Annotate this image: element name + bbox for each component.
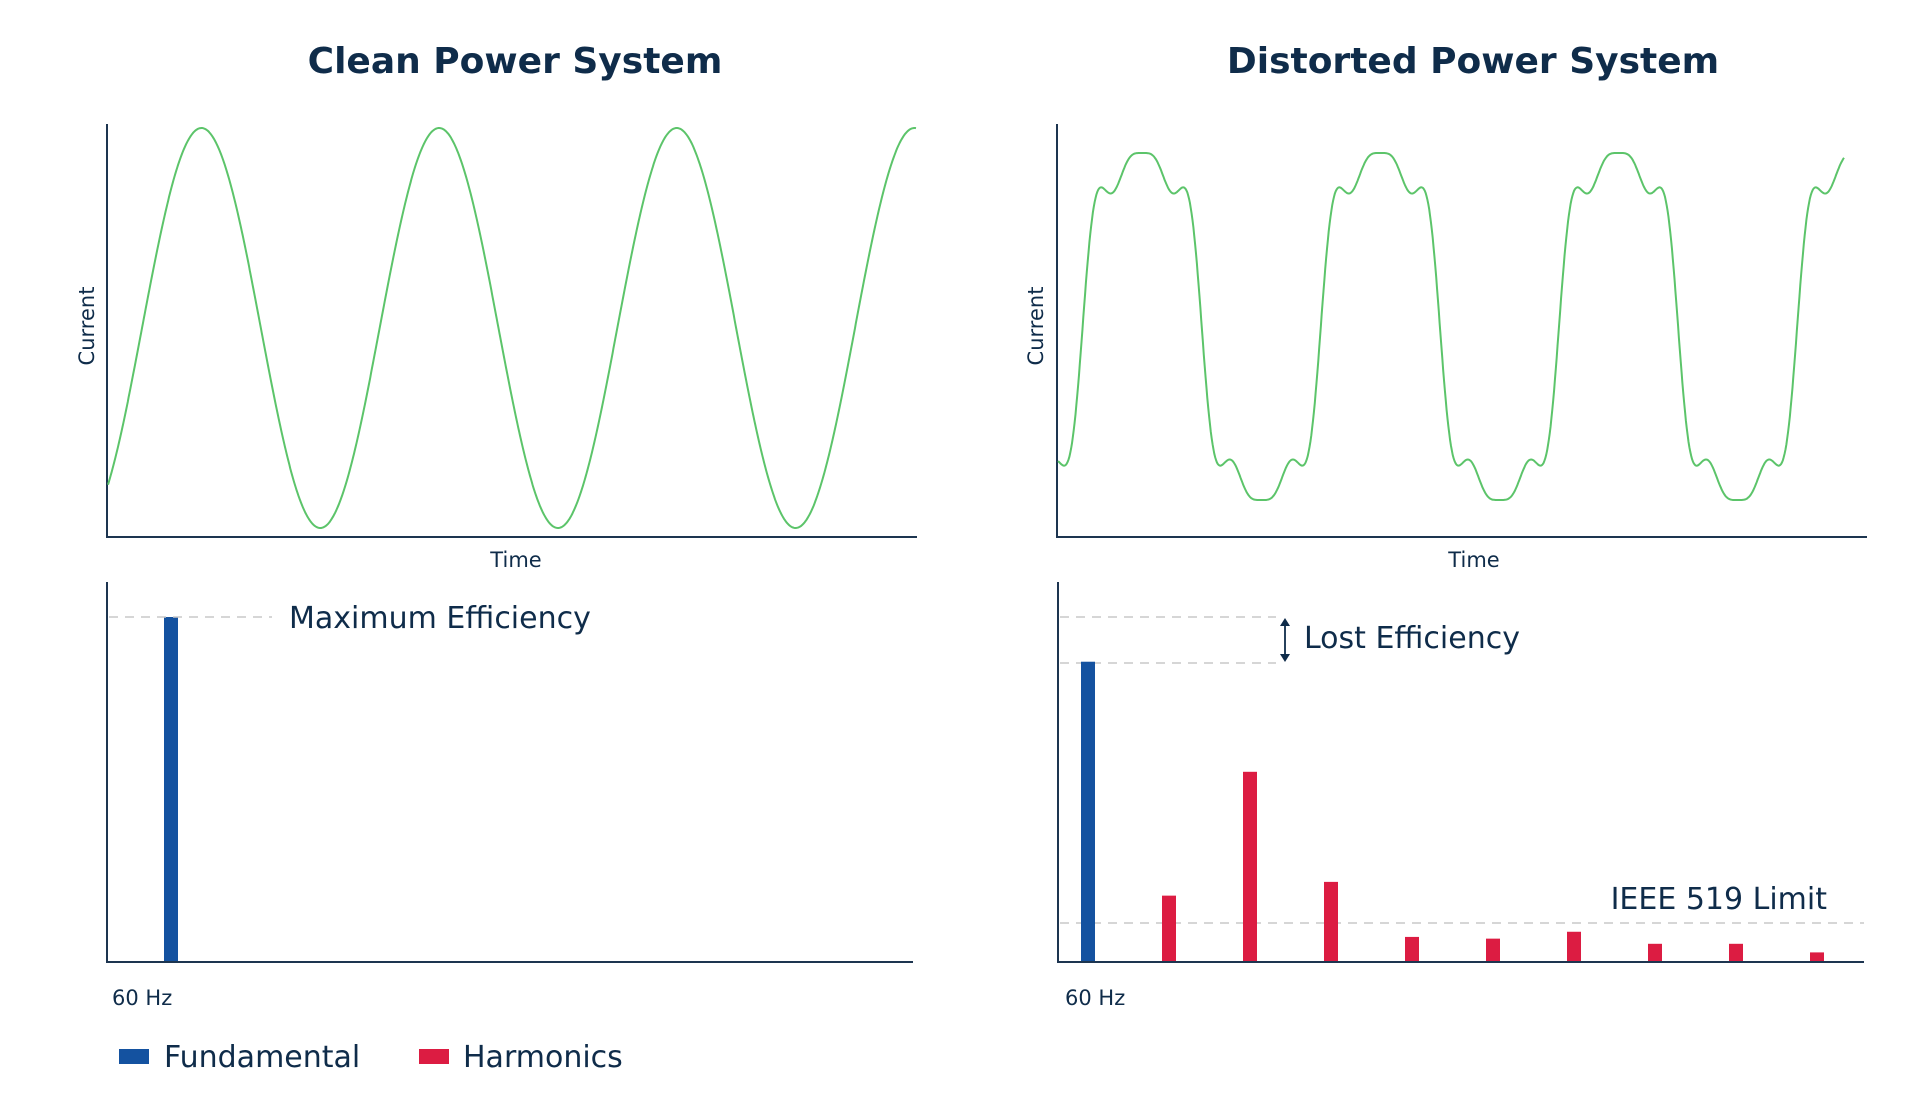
clean-wave-xlabel: Time bbox=[489, 548, 541, 572]
bar-harmonic-8 bbox=[1729, 943, 1743, 961]
legend-label-fundamental: Fundamental bbox=[164, 1040, 360, 1075]
clean-spectrum-bars bbox=[164, 617, 178, 961]
lost-efficiency-arrow bbox=[1280, 618, 1290, 662]
legend-swatch-fundamental bbox=[119, 1049, 149, 1064]
max-efficiency-label: Maximum Efficiency bbox=[289, 601, 591, 636]
distorted-waveform-chart: Current Time bbox=[1024, 124, 1867, 572]
distorted-spectrum-bars bbox=[1081, 661, 1824, 961]
bar-harmonic-5 bbox=[1486, 938, 1500, 961]
legend: Fundamental Harmonics bbox=[119, 1040, 623, 1075]
distorted-wave-xlabel: Time bbox=[1447, 548, 1499, 572]
bar-fundamental bbox=[1081, 661, 1095, 961]
bar-harmonic-6 bbox=[1567, 931, 1581, 961]
distorted-spectrum-chart: Lost Efficiency IEEE 519 Limit 60 Hz bbox=[1057, 582, 1864, 1010]
bar-harmonic-4 bbox=[1405, 936, 1419, 961]
lost-efficiency-label: Lost Efficiency bbox=[1304, 621, 1520, 656]
ieee-519-limit-label: IEEE 519 Limit bbox=[1611, 882, 1828, 917]
distorted-spec-xlabel: 60 Hz bbox=[1065, 986, 1125, 1010]
legend-swatch-harmonics bbox=[419, 1049, 449, 1064]
clean-waveform-chart: Current Time bbox=[75, 124, 917, 572]
bar-fundamental bbox=[164, 617, 178, 961]
distorted-waveform-line bbox=[1057, 152, 1845, 501]
distorted-wave-ylabel: Current bbox=[1024, 287, 1048, 366]
clean-waveform-line bbox=[107, 127, 917, 529]
clean-spectrum-chart: Maximum Efficiency 60 Hz bbox=[106, 582, 913, 1010]
bar-harmonic-2 bbox=[1243, 771, 1257, 961]
bar-harmonic-9 bbox=[1810, 952, 1824, 961]
legend-label-harmonics: Harmonics bbox=[463, 1040, 623, 1075]
distorted-title: Distorted Power System bbox=[1227, 41, 1719, 82]
bar-harmonic-1 bbox=[1162, 895, 1176, 961]
bar-harmonic-7 bbox=[1648, 943, 1662, 961]
clean-title: Clean Power System bbox=[308, 41, 723, 82]
bar-harmonic-3 bbox=[1324, 881, 1338, 961]
clean-spec-xlabel: 60 Hz bbox=[112, 986, 172, 1010]
clean-wave-ylabel: Current bbox=[75, 287, 99, 366]
